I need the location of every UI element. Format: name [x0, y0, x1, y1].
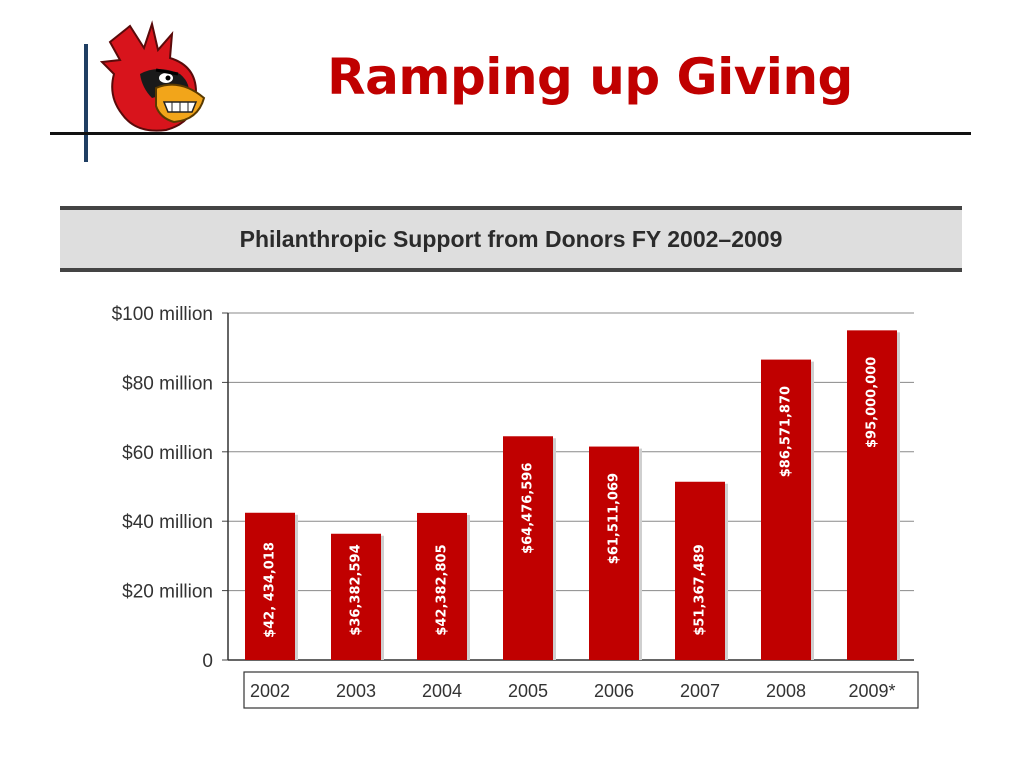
data-label: $42,382,805: [435, 544, 450, 635]
cardinal-mascot-icon: [100, 20, 206, 132]
y-tick-label: $40 million: [122, 512, 213, 533]
data-label: $36,382,594: [349, 544, 364, 635]
data-label: $51,367,489: [693, 544, 708, 635]
slide-title: Ramping up Giving: [327, 48, 853, 106]
bar: [331, 533, 381, 660]
x-tick-label: 2003: [336, 681, 376, 701]
x-tick-label: 2009*: [848, 681, 895, 701]
bar: [503, 436, 553, 660]
y-tick-label: $20 million: [122, 582, 213, 603]
x-tick-label: 2007: [680, 681, 720, 701]
y-tick-label: $100 million: [112, 304, 213, 325]
bar: [417, 512, 467, 660]
y-tick-label: 0: [202, 651, 213, 672]
bar: [245, 512, 295, 660]
bar: [675, 481, 725, 660]
data-label: $64,476,596: [521, 463, 536, 554]
chart-title: Philanthropic Support from Donors FY 200…: [60, 206, 962, 272]
accent-vertical-rule: [84, 44, 88, 162]
x-tick-label: 2008: [766, 681, 806, 701]
data-label: $95,000,000: [865, 357, 880, 448]
y-tick-label: $60 million: [122, 443, 213, 464]
category-axis-box: [243, 671, 919, 709]
x-tick-label: 2002: [250, 681, 290, 701]
title-underline-rule: [50, 132, 971, 135]
x-tick-label: 2004: [422, 681, 462, 701]
bar: [761, 359, 811, 660]
data-label: $61,511,069: [607, 473, 622, 564]
x-tick-label: 2006: [594, 681, 634, 701]
data-label: $42, 434,018: [263, 542, 278, 638]
data-label: $86,571,870: [779, 386, 794, 477]
bar: [847, 330, 897, 660]
bar: [589, 446, 639, 660]
x-tick-label: 2005: [508, 681, 548, 701]
y-tick-label: $80 million: [122, 373, 213, 394]
